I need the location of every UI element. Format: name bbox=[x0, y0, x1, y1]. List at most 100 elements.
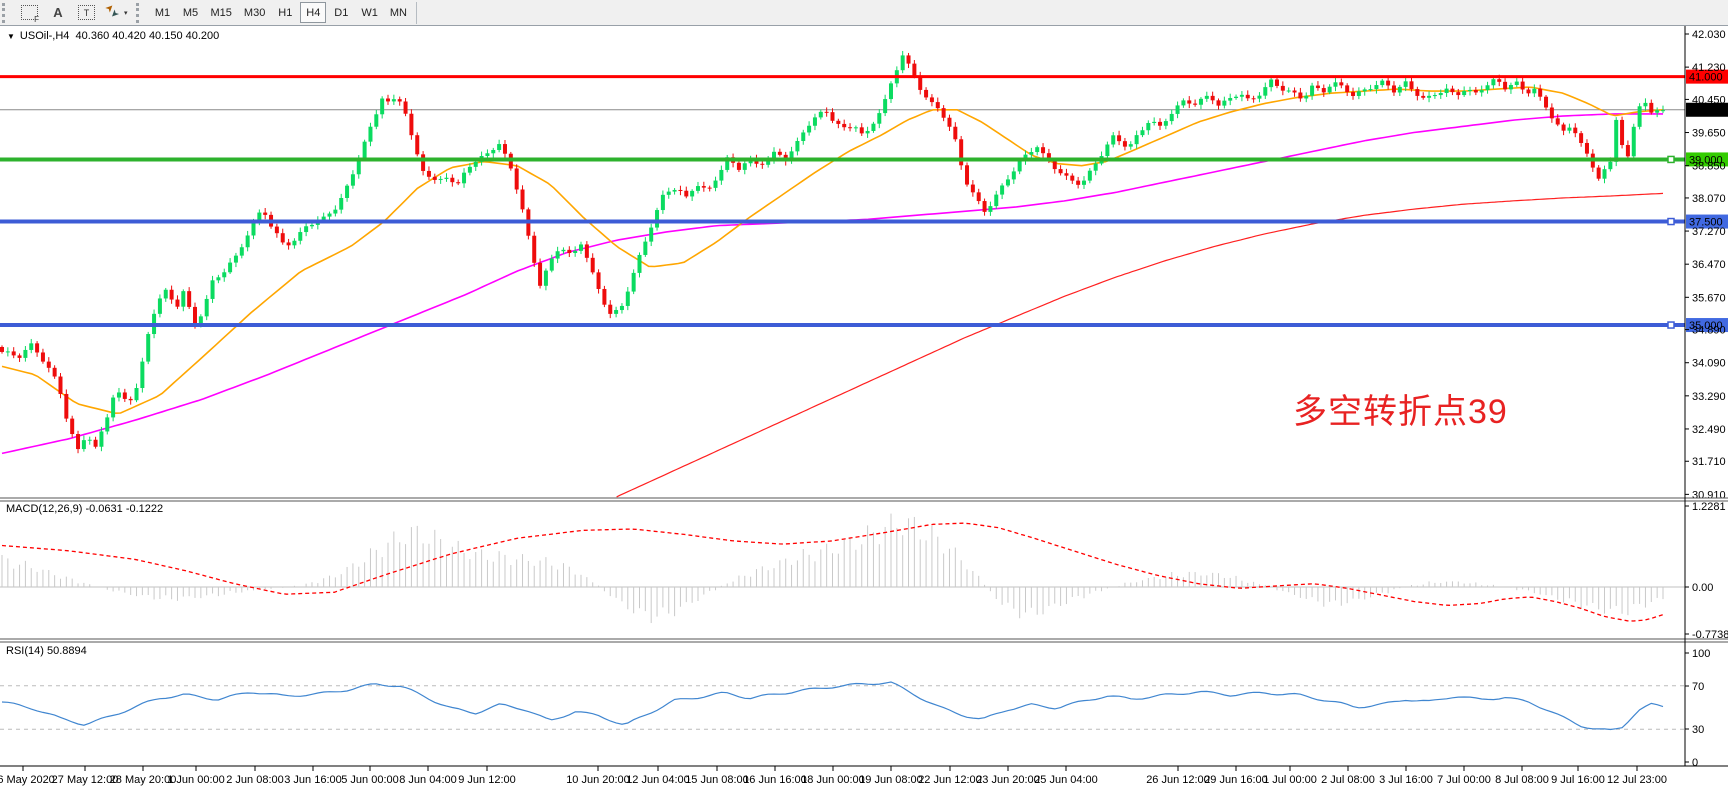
candle-body bbox=[912, 63, 917, 77]
timeframe-button-m5[interactable]: M5 bbox=[178, 2, 204, 23]
candle-body bbox=[1421, 95, 1426, 98]
candle-body bbox=[1450, 88, 1455, 93]
candle-body bbox=[1567, 127, 1572, 131]
candle-body bbox=[187, 291, 192, 307]
price-axis-label: 38.850 bbox=[1692, 161, 1726, 173]
macd-axis-label: 1.2281 bbox=[1692, 501, 1726, 513]
candle-body bbox=[678, 189, 683, 191]
price-axis-label: 38.070 bbox=[1692, 193, 1726, 205]
candle-body bbox=[1005, 179, 1010, 186]
toolbar-drag-handle[interactable] bbox=[2, 2, 12, 23]
text-tool-button[interactable]: A bbox=[45, 2, 71, 23]
candle-body bbox=[719, 169, 724, 181]
candle-body bbox=[947, 117, 952, 127]
timeframe-button-m1[interactable]: M1 bbox=[150, 2, 176, 23]
candle-body bbox=[883, 99, 888, 114]
price-line-label-text: 41.000 bbox=[1689, 72, 1723, 84]
candle-body bbox=[1345, 85, 1350, 93]
label-icon: T bbox=[78, 5, 95, 20]
rsi-axis-label: 0 bbox=[1692, 757, 1698, 769]
timeframe-button-h1[interactable]: H1 bbox=[272, 2, 298, 23]
candle-body bbox=[502, 144, 507, 154]
candle-body bbox=[924, 89, 929, 98]
timeframe-button-m15[interactable]: M15 bbox=[206, 2, 237, 23]
candle-body bbox=[1374, 85, 1379, 90]
candle-body bbox=[695, 186, 700, 191]
timeframe-group-handle[interactable] bbox=[135, 2, 146, 23]
candle-body bbox=[701, 186, 706, 188]
time-axis-label: 26 Jun 12:00 bbox=[1146, 774, 1210, 786]
candle-body bbox=[29, 343, 34, 350]
fibonacci-icon: F bbox=[21, 5, 39, 24]
time-axis-label: 23 Jun 20:00 bbox=[976, 774, 1040, 786]
rsi-line bbox=[1, 681, 1664, 731]
candle-body bbox=[596, 272, 601, 289]
candle-body bbox=[672, 189, 677, 192]
price-line-label-text: 39.000 bbox=[1689, 154, 1723, 166]
chart-title[interactable]: ▼ USOil-,H4 40.360 40.420 40.150 40.200 bbox=[7, 30, 219, 42]
timeframe-button-w1[interactable]: W1 bbox=[356, 2, 383, 23]
line-handle[interactable] bbox=[1667, 155, 1675, 164]
candle-body bbox=[561, 249, 566, 252]
candle-body bbox=[1333, 82, 1338, 87]
candle-body bbox=[70, 418, 75, 435]
candle-body bbox=[1187, 100, 1192, 104]
candle-body bbox=[602, 288, 607, 305]
collapse-caret-icon[interactable]: ▼ bbox=[7, 31, 15, 41]
candle-body bbox=[1175, 105, 1180, 114]
candle-body bbox=[1210, 95, 1215, 101]
candle-body bbox=[900, 55, 905, 71]
timeframe-button-h4[interactable]: H4 bbox=[300, 2, 327, 23]
candle-body bbox=[456, 182, 461, 184]
candle-body bbox=[830, 112, 835, 121]
time-axis-label: 28 May 20:00 bbox=[110, 774, 177, 786]
timeframe-button-d1[interactable]: D1 bbox=[328, 2, 354, 23]
candle-body bbox=[1111, 135, 1116, 145]
arrow-tool-button[interactable]: ➤ ➤ ▾ bbox=[102, 1, 133, 23]
timeframe-button-mn[interactable]: MN bbox=[385, 2, 412, 23]
candle-body bbox=[1035, 147, 1040, 153]
line-handle[interactable] bbox=[1667, 321, 1675, 329]
chart-text-annotation[interactable]: 多空转折点39 bbox=[1293, 393, 1508, 431]
candle-body bbox=[140, 361, 145, 389]
candle-body bbox=[386, 98, 391, 102]
candle-body bbox=[333, 209, 338, 214]
fibonacci-tool-button[interactable]: F bbox=[16, 2, 43, 24]
price-axis-label: 32.490 bbox=[1692, 424, 1726, 436]
time-axis-label: 9 Jun 12:00 bbox=[458, 774, 516, 786]
price-line-label bbox=[1686, 152, 1728, 167]
price-axis-label: 30.910 bbox=[1692, 489, 1726, 501]
text-icon: A bbox=[53, 5, 63, 20]
candle-body bbox=[1462, 90, 1467, 96]
price-axis-label: 36.470 bbox=[1692, 259, 1726, 271]
candle-body bbox=[1234, 96, 1239, 99]
candle-body bbox=[46, 361, 51, 368]
candle-body bbox=[368, 126, 373, 142]
candle-body bbox=[1584, 142, 1589, 154]
candle-body bbox=[1456, 92, 1461, 96]
candle-body bbox=[1614, 119, 1619, 162]
candle-body bbox=[543, 270, 548, 286]
candle-body bbox=[1497, 79, 1502, 82]
candle-body bbox=[573, 250, 578, 254]
price-line-label bbox=[1686, 102, 1728, 117]
candle-body bbox=[1620, 119, 1625, 146]
candle-body bbox=[17, 355, 22, 358]
candle-body bbox=[1093, 163, 1098, 171]
line-handle[interactable] bbox=[1667, 217, 1675, 226]
candle-body bbox=[350, 174, 355, 186]
candle-body bbox=[1321, 88, 1326, 93]
candle-body bbox=[818, 111, 823, 118]
timeframe-button-m30[interactable]: M30 bbox=[239, 2, 270, 23]
candle-body bbox=[1222, 100, 1227, 106]
candle-body bbox=[99, 431, 104, 447]
candle-body bbox=[666, 191, 671, 195]
label-tool-button[interactable]: T bbox=[73, 2, 100, 23]
chart-canvas[interactable]: 41.000 40.200 39.000 37.500 35.000 42.030 41.2… bbox=[0, 26, 1728, 792]
candle-body bbox=[327, 213, 332, 217]
price-line-label-text: 37.500 bbox=[1689, 217, 1723, 229]
candle-body bbox=[1310, 85, 1315, 96]
candle-body bbox=[918, 76, 923, 90]
candle-body bbox=[625, 291, 630, 306]
candle-body bbox=[532, 235, 537, 263]
